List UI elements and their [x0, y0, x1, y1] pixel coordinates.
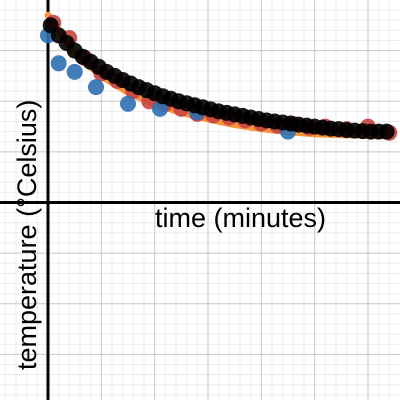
y-axis-label: temperature (°Celsius) — [12, 100, 42, 370]
data-point-series-2 — [152, 100, 168, 117]
data-point-series-2 — [66, 63, 83, 80]
x-axis-label: time (minutes) — [155, 203, 326, 233]
data-point-series-2 — [88, 79, 104, 96]
data-point-series-2 — [120, 95, 136, 112]
data-point-series-2 — [50, 55, 67, 72]
data-point-series-3 — [378, 123, 395, 140]
data-points-layer — [40, 14, 398, 141]
